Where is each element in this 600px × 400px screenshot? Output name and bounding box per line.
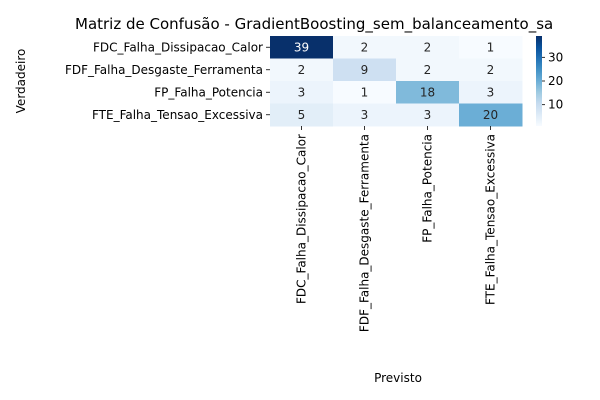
cell-value-label: 2 bbox=[298, 63, 306, 77]
cell-value-label: 2 bbox=[361, 40, 369, 54]
cell-value-label: 3 bbox=[361, 108, 369, 122]
heatmap-cell bbox=[270, 58, 334, 82]
cell-value-label: 2 bbox=[424, 63, 432, 77]
x-tick-label: FP_Falha_Potencia bbox=[421, 134, 435, 243]
chart-title: Matriz de Confusão - GradientBoosting_se… bbox=[75, 15, 553, 34]
x-tick-label: FDF_Falha_Desgaste_Ferramenta bbox=[358, 134, 372, 332]
cell-value-label: 3 bbox=[298, 85, 306, 99]
heatmap-cell bbox=[459, 103, 523, 127]
colorbar-tick-label: 20 bbox=[548, 74, 563, 88]
cell-value-label: 18 bbox=[420, 85, 435, 99]
y-tick-label: FTE_Falha_Tensao_Excessiva bbox=[92, 108, 263, 122]
heatmap-cell bbox=[459, 58, 523, 82]
x-tick-label: FDC_Falha_Dissipacao_Calor bbox=[295, 134, 309, 304]
x-tick-labels: FDC_Falha_Dissipacao_Calor FDF_Falha_Desg… bbox=[295, 126, 498, 332]
colorbar-tick-label: 30 bbox=[548, 50, 563, 64]
heatmap-cell bbox=[270, 36, 334, 59]
y-tick-label: FDC_Falha_Dissipacao_Calor bbox=[93, 40, 263, 54]
y-tick-labels: FDC_Falha_Dissipacao_Calor FDF_Falha_Desg… bbox=[65, 40, 270, 122]
heatmap-cell bbox=[333, 58, 397, 82]
heatmap-cell bbox=[333, 81, 397, 104]
cell-value-label: 3 bbox=[487, 85, 495, 99]
cell-value-label: 1 bbox=[487, 40, 495, 54]
x-tick-label: FTE_Falha_Tensao_Excessiva bbox=[484, 134, 498, 305]
heatmap-cells: 39 2 2 12 9 2 23 1 18 35 3 3 20 bbox=[270, 36, 523, 127]
cell-value-label: 5 bbox=[298, 108, 306, 122]
colorbar-ticks: 10 20 30 bbox=[542, 50, 563, 112]
y-tick-label: FDF_Falha_Desgaste_Ferramenta bbox=[65, 63, 263, 77]
cell-value-label: 3 bbox=[424, 108, 432, 122]
cell-value-label: 20 bbox=[483, 108, 498, 122]
heatmap-cell bbox=[396, 58, 460, 82]
heatmap-cell bbox=[333, 103, 397, 127]
cell-value-label: 39 bbox=[294, 40, 309, 54]
y-axis-label: Verdadeiro bbox=[14, 49, 28, 114]
x-axis-label: Previsto bbox=[374, 371, 422, 385]
heatmap-cell bbox=[396, 36, 460, 59]
heatmap-cell bbox=[396, 81, 460, 104]
heatmap-cell bbox=[270, 103, 334, 127]
colorbar bbox=[536, 36, 542, 126]
heatmap-cell bbox=[459, 36, 523, 59]
heatmap-cell bbox=[270, 81, 334, 104]
heatmap-cell bbox=[459, 81, 523, 104]
cell-value-label: 2 bbox=[487, 63, 495, 77]
cell-value-label: 2 bbox=[424, 40, 432, 54]
cell-value-label: 9 bbox=[361, 63, 369, 77]
cell-value-label: 1 bbox=[361, 85, 369, 99]
heatmap-cell bbox=[396, 103, 460, 127]
y-tick-label: FP_Falha_Potencia bbox=[154, 85, 263, 99]
heatmap-cell bbox=[333, 36, 397, 59]
colorbar-tick-label: 10 bbox=[548, 98, 563, 112]
